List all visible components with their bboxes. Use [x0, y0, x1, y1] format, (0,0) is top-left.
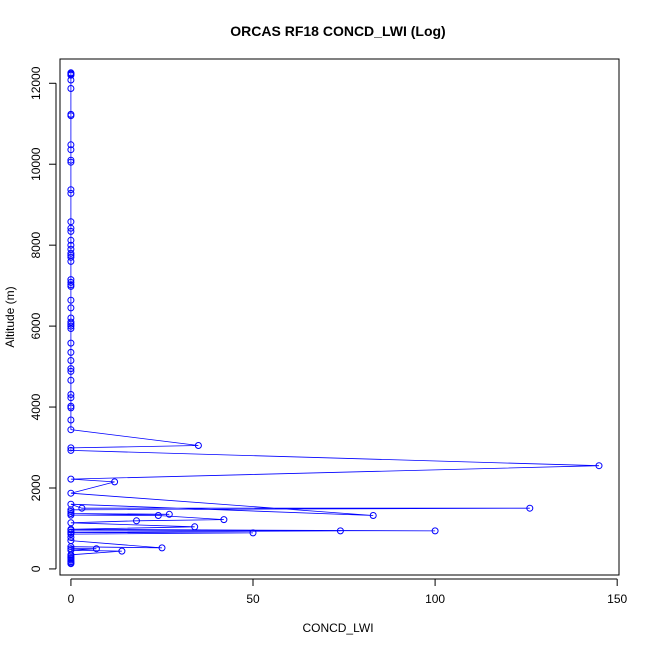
data-point	[67, 112, 75, 120]
plot-layer	[67, 69, 603, 568]
data-point	[67, 253, 75, 261]
data-point	[431, 527, 439, 535]
y-tick-label: 0	[29, 565, 43, 572]
data-point	[67, 376, 75, 384]
chart-title: ORCAS RF18 CONCD_LWI (Log)	[230, 23, 445, 39]
x-axis: 0 50 100 150	[68, 578, 628, 606]
y-axis: 0 2000 4000 6000 8000 10000 12000	[29, 66, 57, 572]
data-point	[67, 325, 75, 332]
data-point	[67, 320, 75, 328]
data-point	[67, 404, 75, 412]
data-point	[67, 391, 75, 398]
data-point	[595, 462, 603, 470]
x-tick-label: 150	[607, 592, 627, 606]
data-point	[67, 367, 75, 375]
data-point	[67, 189, 75, 197]
y-tick-label: 4000	[29, 393, 43, 420]
plot-frame	[59, 58, 620, 576]
data-point	[67, 257, 75, 265]
data-point	[78, 504, 86, 512]
data-point	[67, 357, 75, 364]
data-point	[67, 296, 75, 304]
data-point	[67, 304, 75, 312]
data-point	[67, 426, 75, 434]
data-point	[67, 276, 75, 284]
data-point	[67, 526, 75, 534]
data-point	[67, 241, 75, 249]
data-point	[118, 547, 126, 555]
data-point	[220, 516, 228, 524]
data-point	[67, 158, 75, 166]
data-point	[165, 510, 173, 518]
data-point	[67, 278, 75, 286]
x-axis-label: CONCD_LWI	[302, 621, 373, 635]
data-point	[67, 76, 75, 84]
y-tick-label: 12000	[29, 66, 43, 100]
data-point	[249, 529, 257, 537]
data-point	[67, 508, 75, 515]
x-tick-label: 50	[246, 592, 260, 606]
data-point	[191, 523, 199, 531]
data-point	[111, 478, 119, 486]
y-tick-label: 6000	[29, 312, 43, 339]
data-point	[336, 527, 344, 535]
data-point	[67, 446, 75, 454]
data-point	[67, 365, 75, 373]
data-point	[194, 442, 202, 449]
data-point	[67, 444, 75, 452]
data-point	[67, 394, 75, 402]
y-tick-label: 2000	[29, 474, 43, 501]
data-point	[154, 512, 162, 519]
data-point	[67, 560, 75, 568]
data-point	[133, 517, 140, 525]
data-point	[67, 249, 75, 257]
data-point	[67, 156, 75, 164]
data-point	[92, 545, 100, 553]
data-point	[67, 416, 75, 424]
data-point	[67, 146, 75, 154]
data-point	[67, 475, 75, 483]
x-tick-label: 0	[68, 592, 75, 606]
data-point	[67, 236, 75, 244]
data-point	[158, 544, 166, 552]
y-tick-label: 8000	[29, 231, 43, 258]
data-point	[67, 71, 75, 79]
data-point	[526, 504, 534, 512]
y-tick-label: 10000	[29, 147, 43, 181]
x-tick-label: 100	[425, 592, 445, 606]
y-axis-label: Altitude (m)	[3, 286, 17, 347]
data-point	[67, 543, 75, 551]
data-point	[67, 533, 75, 541]
data-point	[67, 348, 75, 356]
data-point	[67, 322, 75, 330]
data-point	[67, 282, 75, 290]
data-point	[67, 224, 75, 232]
data-point	[67, 227, 75, 235]
data-point	[67, 141, 75, 149]
data-point	[369, 512, 377, 519]
data-point	[67, 186, 75, 194]
data-point	[67, 511, 75, 519]
series-line	[70, 72, 600, 564]
data-point	[67, 85, 75, 92]
data-point	[67, 489, 75, 497]
data-point	[67, 339, 75, 347]
